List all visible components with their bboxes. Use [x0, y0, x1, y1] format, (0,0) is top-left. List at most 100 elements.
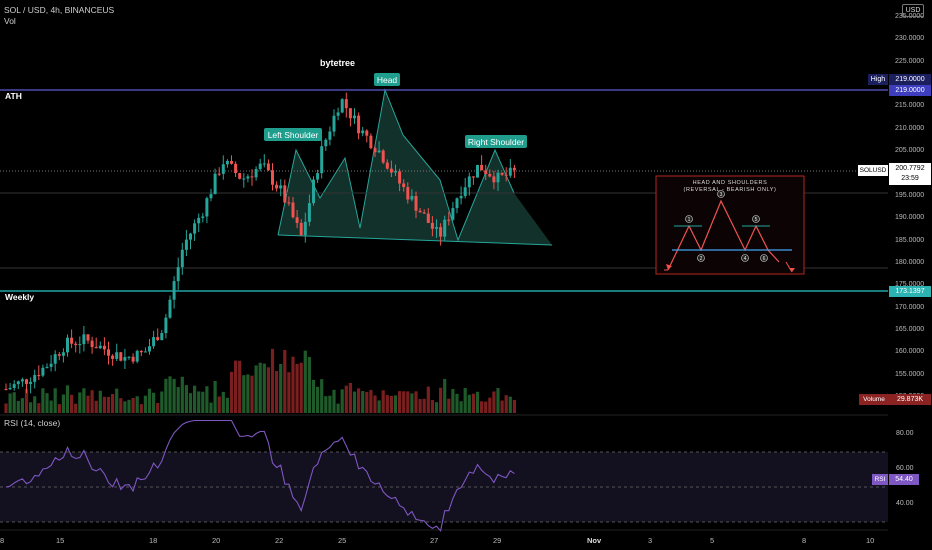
candle-body: [94, 347, 98, 349]
volume-bar: [443, 378, 447, 413]
volume-bar: [324, 396, 328, 413]
price-axis[interactable]: 235.0000230.0000225.0000220.0000215.0000…: [888, 0, 932, 415]
price-tick: 190.0000: [895, 214, 925, 222]
rsi-tick: 40.00: [896, 499, 914, 507]
volume-bar: [348, 382, 352, 413]
inset-point-label: 5: [755, 217, 758, 223]
volume-bar: [422, 398, 426, 413]
candle-body: [172, 281, 176, 300]
candle-body: [418, 210, 422, 213]
volume-bar: [484, 401, 488, 413]
volume-bar: [180, 376, 184, 413]
candle-body: [488, 174, 492, 177]
price-tick: 205.0000: [895, 147, 925, 155]
volume-bars: [4, 348, 516, 413]
volume-bar: [90, 390, 94, 413]
candle-body: [377, 150, 381, 153]
volume-bar: [127, 399, 131, 413]
time-tick: 25: [338, 536, 347, 545]
author-label: bytetree: [320, 58, 355, 68]
candle-body: [98, 345, 102, 349]
candle-body: [271, 170, 274, 185]
volume-bar: [500, 400, 504, 413]
currency-badge[interactable]: USD: [902, 4, 924, 17]
candle-body: [234, 163, 238, 174]
volume-bar: [98, 390, 102, 413]
candle-body: [230, 160, 233, 164]
rsi-title[interactable]: RSI (14, close): [4, 418, 61, 428]
volume-bar: [201, 391, 205, 413]
volume-bar: [303, 350, 307, 413]
candle-body: [504, 174, 508, 176]
candle-body: [156, 337, 160, 341]
candle-body: [303, 221, 307, 236]
candle-body: [61, 352, 65, 356]
candle-body: [168, 299, 172, 318]
candle-body: [492, 176, 496, 183]
candle-body: [484, 170, 488, 175]
volume-bar: [385, 395, 389, 413]
volume-bar: [16, 400, 20, 413]
volume-bar: [115, 388, 119, 413]
candle-body: [422, 212, 426, 214]
volume-bar: [86, 395, 90, 413]
inset-point-label: 1: [688, 217, 691, 223]
rsi-axis[interactable]: 80.00 60.00 40.00: [888, 415, 932, 530]
candle-body: [115, 352, 119, 359]
candle-body: [439, 227, 443, 237]
candle-body: [160, 333, 164, 341]
volume-bar: [316, 386, 320, 413]
volume-bar: [463, 388, 467, 413]
candle-body: [447, 219, 451, 221]
time-tick: 5: [710, 536, 715, 545]
candle-body: [86, 334, 90, 341]
last-price-badge: 200.7792 23:59: [889, 163, 931, 185]
inset-point-label: 2: [700, 256, 703, 262]
rsi-tag: RSI: [872, 474, 888, 485]
inset-point-marker: [717, 190, 725, 198]
volume-bar: [131, 397, 135, 413]
volume-bar: [398, 391, 402, 413]
volume-bar: [283, 349, 287, 413]
candle-body: [414, 196, 418, 211]
time-tick: 29: [493, 536, 502, 545]
price-tick: 195.0000: [895, 191, 925, 199]
candle-body: [340, 99, 344, 113]
volume-bar: [471, 393, 475, 413]
volume-bar: [492, 391, 496, 413]
price-tick: 230.0000: [895, 35, 925, 43]
volume-bar: [176, 387, 180, 413]
volume-bar: [369, 389, 373, 413]
symbol-title[interactable]: SOL / USD, 4h, BINANCEUS: [4, 5, 115, 15]
candle-body: [385, 162, 389, 169]
candle-body: [193, 223, 197, 234]
volume-bar: [299, 362, 303, 413]
ath-label: ATH: [5, 91, 22, 101]
volume-bar: [65, 385, 70, 413]
volume-bar: [94, 400, 98, 413]
inset-point-label: 3: [720, 192, 723, 198]
candle-body: [90, 340, 94, 348]
time-axis[interactable]: 8 15 18 20 22 25 27 29 Nov 3 5 8 10: [0, 530, 888, 550]
time-tick: 8: [802, 536, 807, 545]
candle-body: [402, 183, 406, 188]
candle-body: [357, 115, 361, 134]
candle-body: [82, 334, 86, 345]
candle-body: [152, 337, 156, 347]
price-tick: 225.0000: [895, 57, 925, 65]
candle-body: [217, 173, 221, 175]
volume-bar: [426, 386, 430, 413]
volume-bar: [291, 356, 295, 413]
candle-body: [291, 202, 295, 218]
volume-bar: [467, 394, 471, 413]
price-tick: 155.0000: [895, 370, 925, 378]
price-tick: 180.0000: [895, 258, 925, 266]
volume-bar: [451, 389, 455, 413]
volume-legend[interactable]: Vol: [4, 16, 16, 26]
volume-bar: [135, 396, 139, 413]
volume-bar: [197, 391, 201, 413]
candle-body: [37, 375, 41, 377]
candle-body: [205, 198, 209, 217]
volume-bar: [152, 392, 156, 413]
